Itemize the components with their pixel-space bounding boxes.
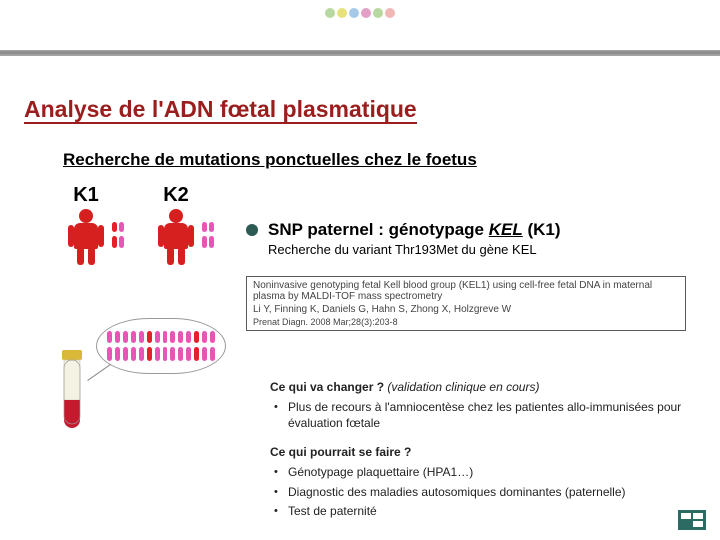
snp-bullet-row: SNP paternel : génotypage KEL (K1) Reche…: [246, 220, 561, 257]
chromosome-icon: [107, 331, 112, 361]
header-dots: [325, 8, 395, 18]
bullet-icon: [246, 224, 258, 236]
chromosome-icon: [186, 331, 191, 361]
k2-label: K2: [163, 184, 189, 207]
chromosome-icon: [123, 331, 128, 361]
chromosome-icon: [155, 331, 160, 361]
chromosome-icon: [163, 331, 168, 361]
changes-heading-note: (validation clinique en cours): [387, 380, 539, 394]
k2-person-icon: [156, 209, 196, 265]
section-subtitle: Recherche de mutations ponctuelles chez …: [63, 150, 477, 170]
k1-chromosomes: [112, 222, 124, 248]
future-list: Génotypage plaquettaire (HPA1…) Diagnosti…: [270, 465, 700, 520]
chromosome-icon: [194, 331, 199, 361]
k1-person-icon: .k1a::before,.k1a::after{background:#e22…: [66, 209, 106, 265]
list-item: Test de paternité: [270, 504, 700, 520]
list-item: Plus de recours à l'amniocentèse chez le…: [270, 400, 700, 431]
changes-list: Plus de recours à l'amniocentèse chez le…: [270, 400, 700, 431]
chromosome-icon: [139, 331, 144, 361]
blood-tube-icon: [60, 350, 84, 434]
footer-logo-icon: [678, 510, 706, 530]
changes-heading: Ce qui va changer ?: [270, 380, 387, 394]
list-item: Diagnostic des maladies autosomiques dom…: [270, 485, 700, 501]
chromosome-cloud: [96, 318, 226, 374]
snp-detail: Recherche du variant Thr193Met du gène K…: [268, 242, 561, 257]
k-figures: K1 .k1a::before,.k1a::after{background:#…: [66, 184, 196, 265]
chromosome-icon: [210, 331, 215, 361]
future-heading: Ce qui pourrait se faire ?: [270, 445, 411, 459]
k2-chromosomes: [202, 222, 214, 248]
chromosome-icon: [170, 331, 175, 361]
future-block: Ce qui pourrait se faire ? Génotypage pl…: [270, 445, 700, 524]
reference-box: Noninvasive genotyping fetal Kell blood …: [246, 276, 686, 331]
changes-block: Ce qui va changer ? (validation clinique…: [270, 380, 700, 435]
page-title: Analyse de l'ADN fœtal plasmatique: [24, 96, 417, 124]
chromosome-icon: [131, 331, 136, 361]
k1-label: K1: [73, 184, 99, 207]
chromosome-icon: [178, 331, 183, 361]
callout-line: [87, 364, 111, 381]
list-item: Génotypage plaquettaire (HPA1…): [270, 465, 700, 481]
header-band: [0, 50, 720, 56]
chromosome-icon: [147, 331, 152, 361]
reference-journal: Prenat Diagn. 2008 Mar;28(3):203-8: [253, 317, 679, 327]
reference-title: Noninvasive genotyping fetal Kell blood …: [253, 280, 679, 302]
snp-heading: SNP paternel : génotypage KEL (K1): [268, 220, 561, 240]
chromosome-icon: [115, 331, 120, 361]
chromosome-icon: [202, 331, 207, 361]
reference-authors: Li Y, Finning K, Daniels G, Hahn S, Zhon…: [253, 304, 679, 315]
